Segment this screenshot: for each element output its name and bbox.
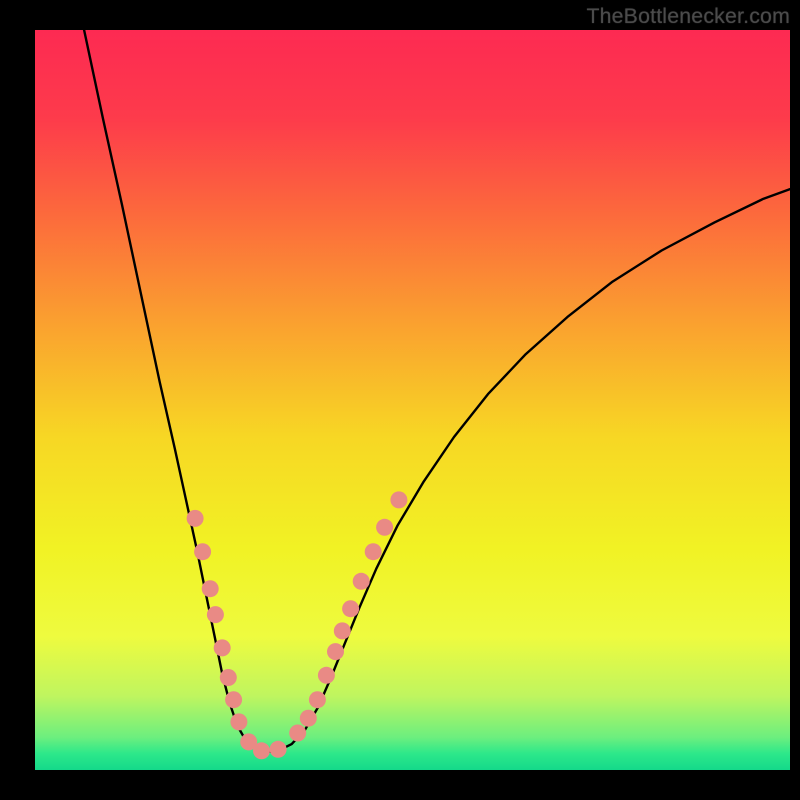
watermark-text: TheBottlenecker.com (586, 4, 790, 29)
chart-stage: TheBottlenecker.com (0, 0, 800, 800)
plot-background-gradient (35, 30, 790, 770)
plot-green-strip (35, 737, 790, 770)
